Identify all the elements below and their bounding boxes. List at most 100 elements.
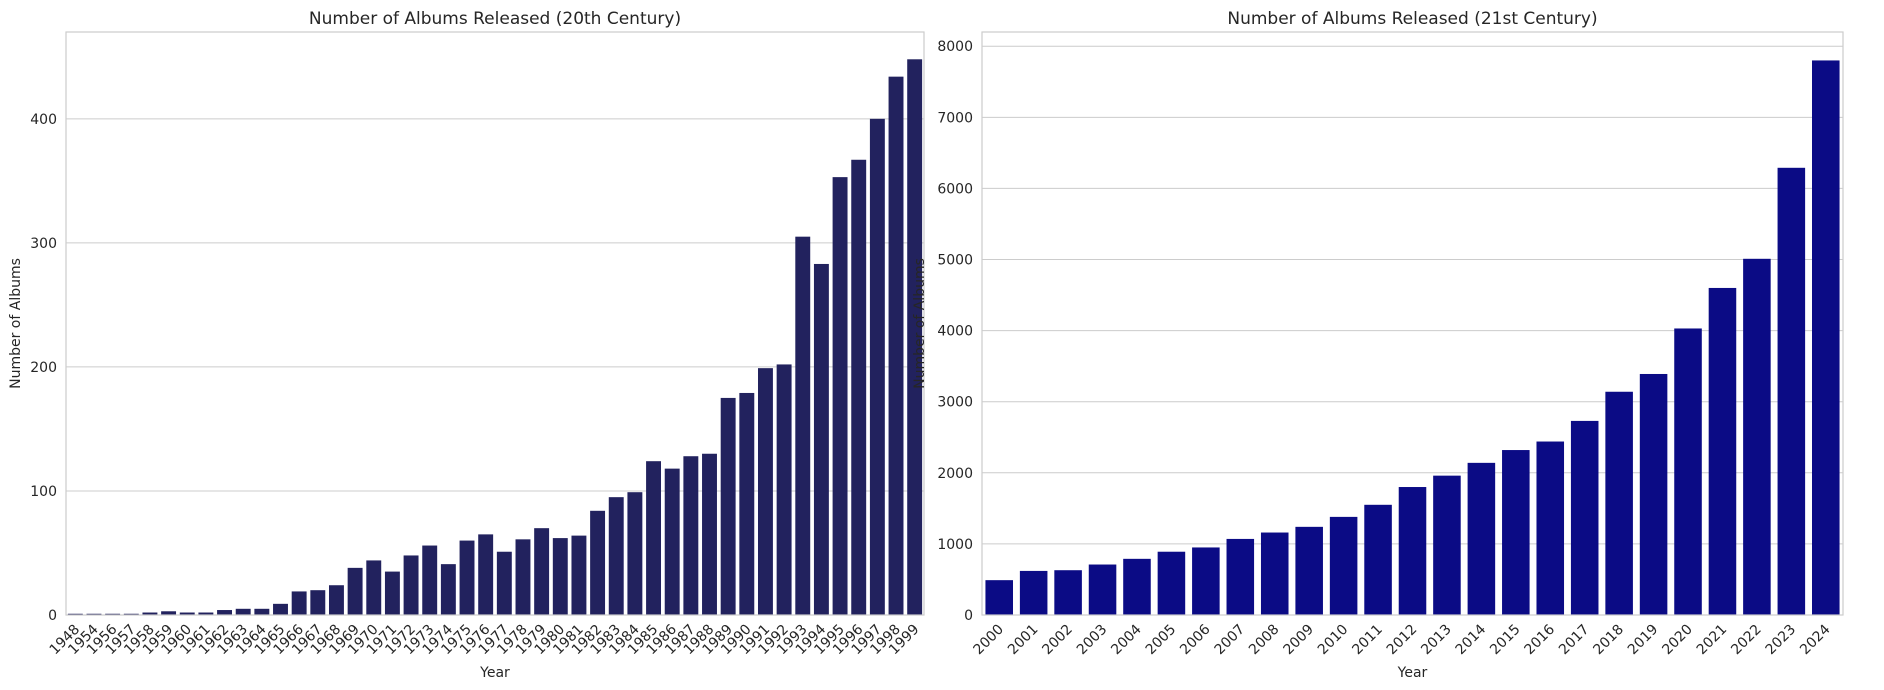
bar bbox=[1605, 391, 1633, 615]
x-tick-label: 2019 bbox=[1625, 622, 1662, 659]
bar bbox=[254, 608, 270, 615]
x-tick-label: 2016 bbox=[1522, 621, 1559, 658]
bar bbox=[198, 612, 214, 615]
bar bbox=[1536, 441, 1565, 615]
bar bbox=[571, 535, 587, 615]
bar bbox=[1054, 570, 1082, 615]
bar bbox=[832, 177, 848, 615]
bar bbox=[720, 397, 736, 615]
bar bbox=[142, 612, 158, 615]
bar bbox=[273, 603, 288, 615]
bar bbox=[1398, 487, 1427, 615]
bar bbox=[1777, 167, 1806, 616]
y-tick-label: 4000 bbox=[937, 324, 973, 340]
bar bbox=[1708, 287, 1737, 615]
bar bbox=[776, 364, 792, 615]
x-tick-label: 2024 bbox=[1797, 621, 1834, 658]
bar bbox=[985, 580, 1013, 615]
bar bbox=[1157, 551, 1186, 615]
bar bbox=[1364, 504, 1392, 615]
x-tick-label: 2017 bbox=[1556, 622, 1593, 659]
bar bbox=[328, 585, 344, 615]
bar bbox=[1743, 258, 1771, 615]
bar bbox=[813, 263, 829, 615]
bar bbox=[888, 76, 904, 615]
bar bbox=[1123, 558, 1151, 615]
plot-frame bbox=[981, 31, 1844, 616]
x-tick-label: 2002 bbox=[1039, 622, 1076, 659]
bar bbox=[440, 564, 456, 615]
bar bbox=[105, 613, 121, 615]
bar bbox=[235, 608, 251, 615]
y-tick-label: 0 bbox=[964, 608, 973, 624]
x-tick-label: 2009 bbox=[1280, 622, 1317, 659]
chart-title: Number of Albums Released (20th Century) bbox=[309, 9, 681, 29]
bar bbox=[1019, 570, 1048, 615]
bar bbox=[291, 591, 307, 615]
bar bbox=[67, 613, 83, 615]
bar bbox=[1570, 420, 1599, 615]
y-tick-label: 6000 bbox=[937, 181, 973, 197]
x-axis-label: Year bbox=[479, 665, 510, 681]
x-tick-label: 2001 bbox=[1005, 622, 1042, 659]
x-tick-label: 2012 bbox=[1384, 622, 1421, 659]
bar bbox=[627, 492, 643, 615]
y-tick-label: 3000 bbox=[937, 395, 973, 411]
x-tick-label: 2011 bbox=[1349, 622, 1386, 659]
bar bbox=[366, 560, 382, 615]
x-tick-label: 2018 bbox=[1590, 622, 1627, 659]
y-tick-label: 300 bbox=[30, 236, 57, 252]
x-tick-label: 2000 bbox=[971, 622, 1008, 659]
y-axis-label: Number of Albums bbox=[912, 258, 928, 389]
bar bbox=[422, 545, 438, 615]
x-tick-label: 2010 bbox=[1315, 622, 1352, 659]
bar bbox=[496, 551, 512, 615]
bar bbox=[1674, 328, 1702, 615]
x-axis-label: Year bbox=[1397, 665, 1428, 681]
bar bbox=[851, 159, 867, 615]
bar bbox=[161, 611, 177, 615]
x-tick-label: 2006 bbox=[1177, 621, 1214, 658]
x-tick-label: 2003 bbox=[1074, 622, 1111, 659]
x-tick-label: 2023 bbox=[1763, 622, 1800, 659]
bar bbox=[869, 118, 885, 616]
bar bbox=[217, 610, 233, 615]
bar bbox=[478, 534, 494, 615]
bar bbox=[702, 453, 717, 615]
bar bbox=[123, 613, 139, 615]
x-tick-label: 2008 bbox=[1246, 622, 1283, 659]
bar bbox=[1329, 516, 1358, 615]
bar bbox=[795, 236, 811, 615]
y-tick-label: 200 bbox=[30, 360, 57, 376]
bar bbox=[1639, 373, 1668, 615]
bar bbox=[757, 368, 773, 615]
bar bbox=[1192, 547, 1220, 615]
bar bbox=[1433, 475, 1461, 615]
chart-20th-century: 0100200300400194819541956195719581959196… bbox=[8, 9, 925, 681]
bar bbox=[384, 571, 400, 615]
bar bbox=[534, 528, 550, 615]
bar bbox=[1812, 60, 1840, 615]
x-tick-label: 2004 bbox=[1108, 621, 1145, 658]
x-tick-label: 2007 bbox=[1212, 622, 1249, 659]
bar bbox=[590, 510, 606, 615]
x-tick-label: 2005 bbox=[1143, 622, 1180, 659]
x-tick-label: 2013 bbox=[1418, 622, 1455, 659]
bar bbox=[1502, 450, 1530, 615]
y-axis-label: Number of Albums bbox=[8, 258, 24, 389]
bar bbox=[907, 59, 923, 615]
x-tick-label: 2015 bbox=[1487, 622, 1524, 659]
x-tick-label: 2021 bbox=[1694, 622, 1731, 659]
bar bbox=[552, 538, 568, 615]
y-tick-label: 1000 bbox=[937, 537, 973, 553]
bar bbox=[86, 613, 102, 615]
y-tick-label: 0 bbox=[48, 608, 57, 624]
bar bbox=[646, 461, 662, 615]
bar bbox=[1260, 532, 1289, 615]
bar bbox=[683, 456, 699, 615]
bar bbox=[1467, 462, 1496, 615]
x-tick-label: 2020 bbox=[1659, 622, 1696, 659]
bar bbox=[1088, 564, 1117, 615]
y-tick-label: 5000 bbox=[937, 253, 973, 269]
